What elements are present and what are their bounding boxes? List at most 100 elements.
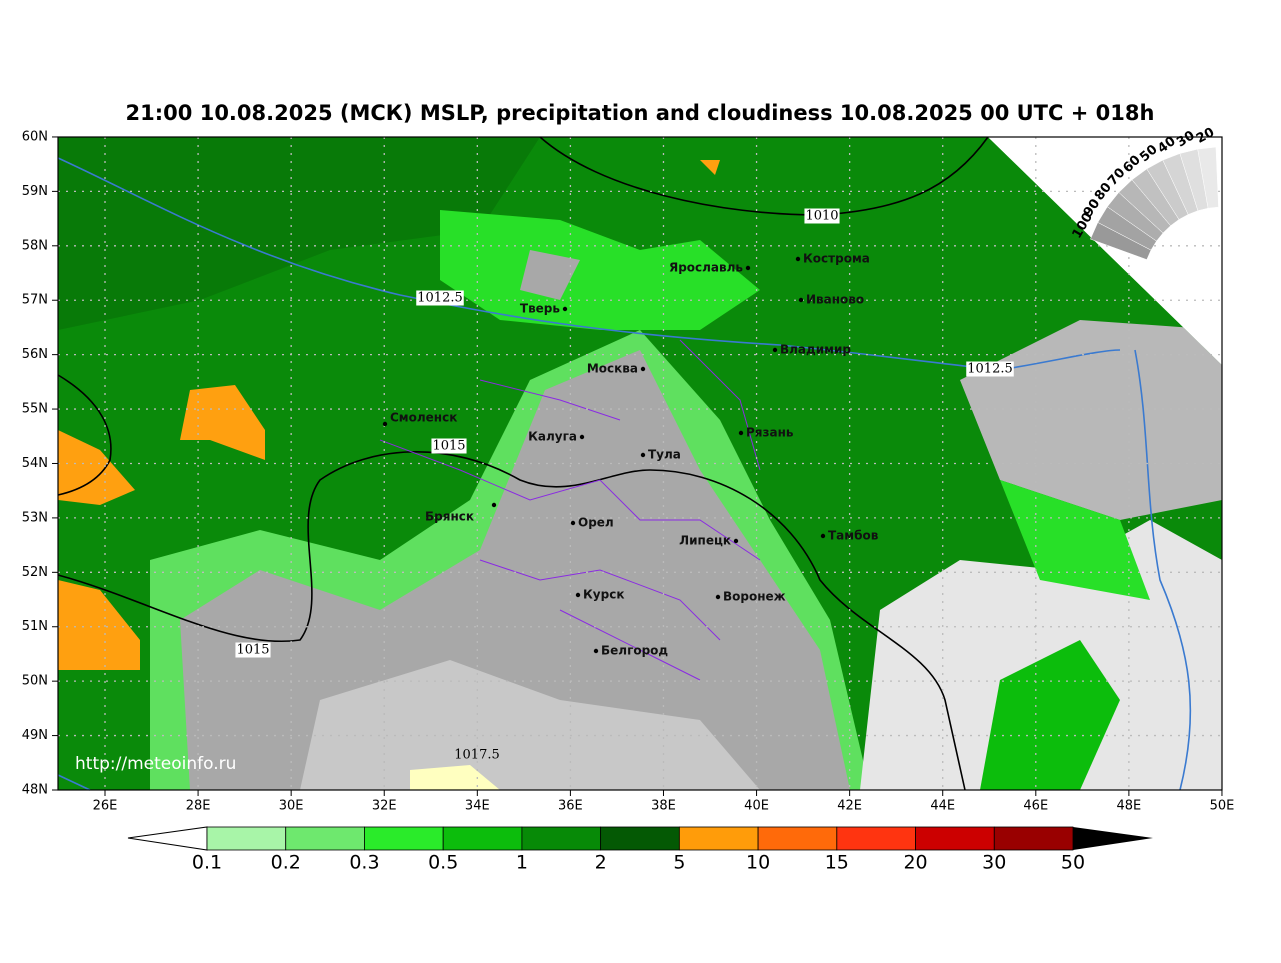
lon-label: 30E xyxy=(279,799,304,814)
isobar-label: 1017.5 xyxy=(454,748,500,763)
lon-label: 32E xyxy=(372,799,397,814)
city-dot xyxy=(733,538,739,544)
city-label: Тверь xyxy=(520,302,561,316)
city-dot xyxy=(715,594,721,600)
city-dot xyxy=(593,648,599,654)
grid xyxy=(52,136,1223,796)
cloud-label: 20 xyxy=(1194,125,1217,147)
isobar-label: 1012.5 xyxy=(417,291,463,306)
lat-label: 54N xyxy=(22,456,48,471)
city-label: Москва xyxy=(587,362,638,376)
city-label: Тамбов xyxy=(828,529,879,543)
city-dot xyxy=(382,421,388,427)
watermark: http://meteoinfo.ru xyxy=(75,754,236,774)
title: 21:00 10.08.2025 (МСК) MSLP, precipitati… xyxy=(126,101,1155,125)
city-label: Белгород xyxy=(601,644,668,658)
isobar-label-bg xyxy=(804,208,840,224)
colorbar: 0.1 0.2 0.3 0.5 1 2 5 10 15 20 30 50 xyxy=(127,826,1153,874)
colorbar-label: 10 xyxy=(746,852,770,874)
isobar-label: 1015 xyxy=(432,439,465,454)
cloud-segment xyxy=(1197,146,1219,209)
city-label: Воронеж xyxy=(723,590,786,604)
colorbar-label: 30 xyxy=(982,852,1006,874)
lat-label: 56N xyxy=(22,347,48,362)
colorbar-segment xyxy=(285,826,365,851)
lat-label: 53N xyxy=(22,510,48,525)
city-label: Смоленск xyxy=(390,411,457,425)
city-dot xyxy=(575,592,581,598)
lon-label: 38E xyxy=(651,799,676,814)
city-label: Иваново xyxy=(806,293,864,307)
isobar-label-bg xyxy=(235,642,271,658)
lon-label: 36E xyxy=(558,799,583,814)
colorbar-segment xyxy=(206,826,287,851)
colorbar-label: 0.3 xyxy=(349,852,379,874)
city-dot xyxy=(772,347,778,353)
city-label: Рязань xyxy=(746,426,794,440)
isobar-label-bg xyxy=(416,290,464,306)
colorbar-segment xyxy=(993,826,1074,851)
colorbar-segment xyxy=(442,826,523,851)
lat-label: 52N xyxy=(22,565,48,580)
lat-label: 57N xyxy=(22,293,48,308)
lat-label: 48N xyxy=(22,783,48,798)
city-dot xyxy=(738,430,744,436)
colorbar-segment xyxy=(364,826,444,851)
city-label: Брянск xyxy=(425,510,474,524)
city-label: Ярославль xyxy=(669,261,743,275)
map-field xyxy=(58,137,1222,790)
city-label: Владимир xyxy=(780,343,851,357)
city-dot xyxy=(570,520,576,526)
city-label: Кострома xyxy=(803,252,870,266)
colorbar-segment xyxy=(836,826,916,851)
colorbar-label: 15 xyxy=(825,852,849,874)
lat-label: 58N xyxy=(22,238,48,253)
lat-label: 50N xyxy=(22,674,48,689)
city-label: Липецк xyxy=(679,534,731,548)
city-dot xyxy=(640,366,646,372)
city-dot xyxy=(795,256,801,262)
isobar-label: 1010 xyxy=(805,209,838,224)
colorbar-label: 1 xyxy=(516,852,528,874)
lon-label: 26E xyxy=(93,799,118,814)
lon-label: 42E xyxy=(837,799,862,814)
lon-label: 40E xyxy=(744,799,769,814)
lat-label: 59N xyxy=(22,184,48,199)
colorbar-segment xyxy=(915,826,995,851)
isobar-label: 1015 xyxy=(236,643,269,658)
city-dot xyxy=(562,306,568,312)
lat-label: 55N xyxy=(22,402,48,417)
city-dot xyxy=(798,297,804,303)
city-dot xyxy=(640,452,646,458)
colorbar-label: 0.2 xyxy=(271,852,301,874)
colorbar-segment xyxy=(600,826,680,851)
colorbar-label: 50 xyxy=(1061,852,1085,874)
lon-label: 34E xyxy=(465,799,490,814)
lon-label: 46E xyxy=(1023,799,1048,814)
city-dot xyxy=(745,265,751,271)
city-dot xyxy=(579,434,585,440)
colorbar-label: 5 xyxy=(673,852,685,874)
colorbar-label: 0.5 xyxy=(428,852,458,874)
lon-label: 48E xyxy=(1116,799,1141,814)
colorbar-segment xyxy=(678,826,759,851)
city-dot xyxy=(491,502,497,508)
city-label: Калуга xyxy=(528,430,577,444)
isobar-label-bg xyxy=(966,361,1014,377)
colorbar-label: 20 xyxy=(903,852,927,874)
colorbar-label: 0.1 xyxy=(192,852,222,874)
lon-label: 50E xyxy=(1210,799,1235,814)
lat-label: 60N xyxy=(22,129,48,144)
city-label: Орел xyxy=(578,516,614,530)
lat-label: 51N xyxy=(22,619,48,634)
lat-label: 49N xyxy=(22,728,48,743)
colorbar-segment xyxy=(521,826,602,851)
isobar-label-bg xyxy=(431,438,467,454)
lon-label: 44E xyxy=(930,799,955,814)
lon-label: 28E xyxy=(186,799,211,814)
isobar-label: 1012.5 xyxy=(967,362,1013,377)
colorbar-segment xyxy=(757,826,838,851)
city-label: Тула xyxy=(648,448,681,462)
city-dot xyxy=(820,533,826,539)
